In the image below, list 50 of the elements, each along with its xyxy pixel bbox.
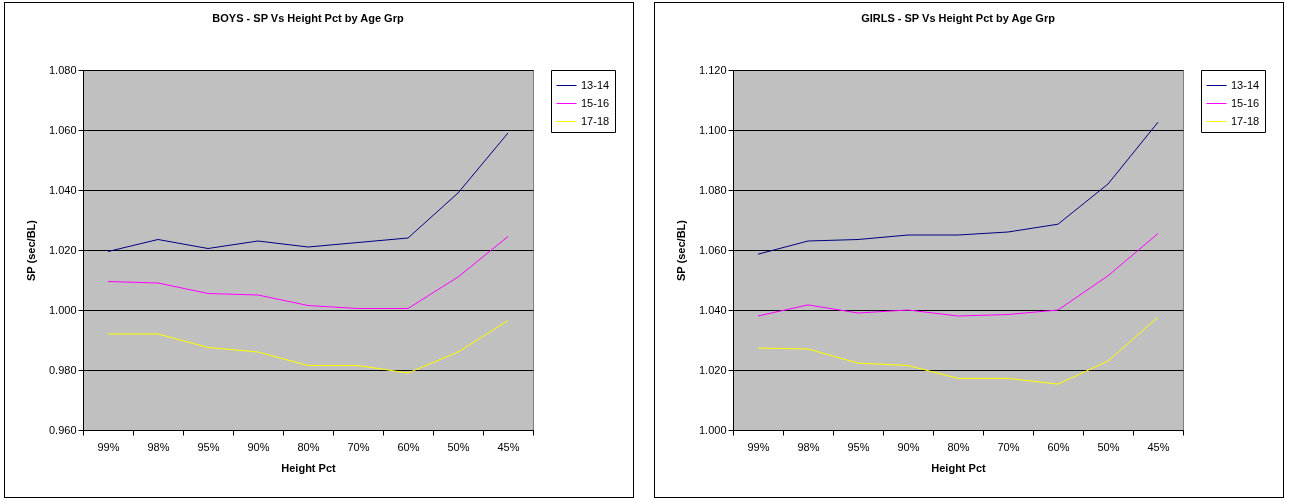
line-series: [757, 233, 1159, 317]
y-tick-label: 1.020: [48, 243, 77, 256]
x-tick-label: 70%: [997, 440, 1020, 453]
x-tick-label: 95%: [197, 440, 220, 453]
x-tick-label: 98%: [797, 440, 820, 453]
x-tick-label: 60%: [1047, 440, 1070, 453]
x-tick-label: 98%: [147, 440, 170, 453]
y-tick-label: 1.060: [698, 243, 727, 256]
x-axis-title: Height Pct: [281, 461, 337, 474]
legend-label: 17-18: [581, 114, 610, 127]
x-tick-label: 45%: [497, 440, 520, 453]
x-tick-label: 50%: [447, 440, 470, 453]
x-tick-label: 80%: [297, 440, 320, 453]
y-tick-label: 0.980: [48, 363, 77, 376]
y-tick-label: 1.000: [48, 303, 77, 316]
x-tick-label: 70%: [347, 440, 370, 453]
y-tick-label: 1.080: [48, 63, 77, 76]
line-series: [107, 132, 509, 252]
y-tick-label: 1.040: [48, 183, 77, 196]
legend-label: 15-16: [581, 96, 610, 109]
y-tick-label: 1.060: [48, 123, 77, 136]
line-series: [757, 316, 1159, 385]
y-tick-label: 1.040: [698, 303, 727, 316]
x-axis-title: Height Pct: [931, 461, 987, 474]
line-series: [757, 121, 1159, 255]
y-tick-label: 1.100: [698, 123, 727, 136]
x-tick-label: 45%: [1147, 440, 1170, 453]
x-tick-label: 60%: [397, 440, 420, 453]
chart-title: GIRLS - SP Vs Height Pct by Age Grp: [861, 12, 1056, 24]
line-series: [107, 320, 509, 374]
x-tick-label: 90%: [897, 440, 920, 453]
x-tick-label: 99%: [747, 440, 770, 453]
legend-label: 13-14: [1231, 78, 1260, 91]
y-tick-label: 1.120: [698, 63, 727, 76]
x-tick-label: 50%: [1097, 440, 1120, 453]
x-tick-label: 95%: [847, 440, 870, 453]
y-tick-label: 1.020: [698, 363, 727, 376]
y-axis-title: SP (sec/BL): [24, 219, 37, 281]
x-tick-label: 99%: [97, 440, 120, 453]
x-tick-label: 80%: [947, 440, 970, 453]
chart-title: BOYS - SP Vs Height Pct by Age Grp: [212, 12, 404, 24]
legend-label: 17-18: [1231, 114, 1260, 127]
legend-label: 13-14: [581, 78, 610, 91]
legend-label: 15-16: [1231, 96, 1260, 109]
y-tick-label: 1.000: [698, 423, 727, 436]
y-tick-label: 0.960: [48, 423, 77, 436]
x-tick-label: 90%: [247, 440, 270, 453]
line-series: [107, 236, 509, 309]
y-axis-title: SP (sec/BL): [674, 219, 687, 281]
y-tick-label: 1.080: [698, 183, 727, 196]
